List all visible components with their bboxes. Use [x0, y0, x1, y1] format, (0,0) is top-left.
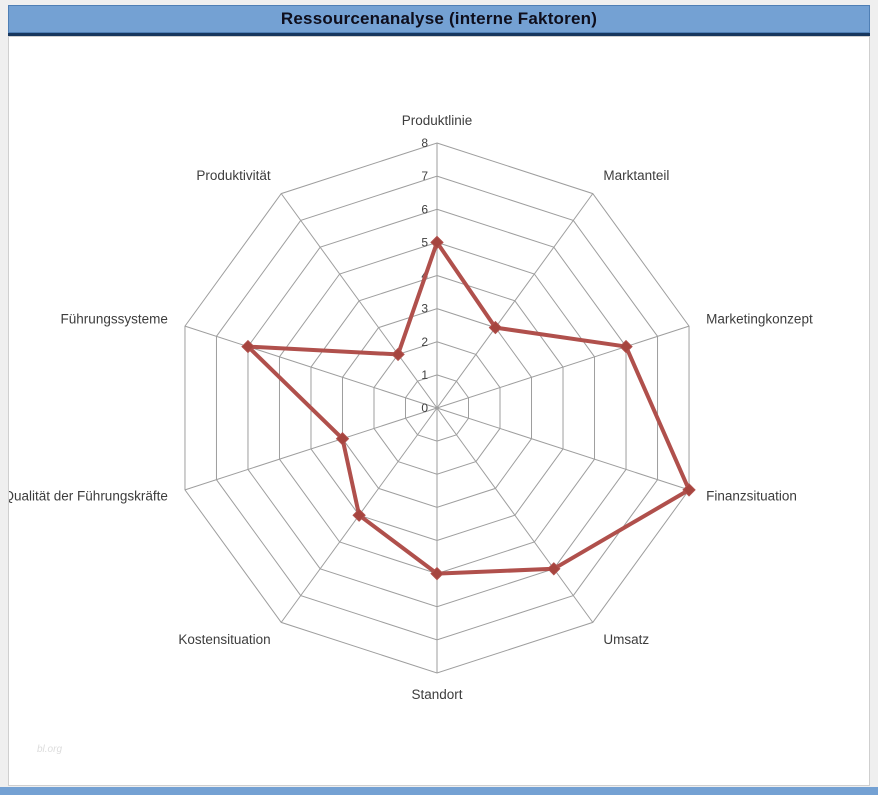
- radar-grid-ring: [373, 341, 501, 475]
- radar-category-label: Führungssysteme: [61, 311, 168, 326]
- radar-marker: [619, 339, 633, 354]
- radar-marker: [682, 483, 696, 497]
- radar-category-label: Produktlinie: [402, 113, 473, 128]
- radar-marker: [335, 432, 350, 446]
- radar-marker: [352, 508, 366, 522]
- radar-axis-tick-label: 6: [421, 202, 428, 216]
- title-underline: [8, 33, 870, 36]
- radar-grid-ring: [184, 142, 690, 674]
- radar-marker: [488, 320, 503, 335]
- chart-title: Ressourcenanalyse (interne Faktoren): [280, 9, 598, 28]
- radar-category-label: Marktanteil: [603, 168, 669, 183]
- radar-marker: [430, 235, 444, 250]
- radar-axis-tick-label: 5: [421, 235, 428, 249]
- radar-axis-tick-label: 2: [421, 335, 428, 349]
- radar-axis-tick-label: 1: [421, 368, 428, 382]
- radar-marker: [547, 562, 561, 576]
- radar-grid-ring: [247, 208, 627, 608]
- radar-grid-ring: [404, 374, 470, 442]
- radar-marker: [391, 347, 405, 362]
- radar-category-label: Umsatz: [603, 632, 649, 647]
- radar-chart-svg: 012345678ProduktlinieMarktanteilMarketin…: [9, 113, 813, 702]
- watermark: bl.org: [37, 744, 63, 755]
- radar-chart-panel: 0 1 2 3 4 5 6 7 8 Produktlinie Marktanteil Marketin…: [8, 36, 870, 786]
- bottom-bar: [0, 787, 878, 795]
- radar-axis-tick-label: 7: [421, 169, 428, 183]
- radar-category-label: Produktivität: [196, 168, 271, 183]
- radar-category-label: Qualität der Führungskräfte: [9, 489, 168, 504]
- radar-category-label: Finanzsituation: [706, 489, 797, 504]
- radar-axis-tick-label: 3: [421, 302, 428, 316]
- radar-category-label: Marketingkonzept: [706, 311, 813, 326]
- radar-grid-ring: [341, 308, 533, 508]
- radar-marker: [430, 566, 444, 581]
- radar-axis-tick-label: 0: [421, 401, 428, 415]
- radar-category-label: Standort: [411, 687, 462, 702]
- radar-marker: [241, 339, 255, 354]
- radar-axis-tick-label: 8: [421, 136, 428, 150]
- radar-category-label: Kostensituation: [178, 632, 270, 647]
- radar-grid-ring: [215, 175, 659, 641]
- radar-grid-ring: [310, 274, 564, 542]
- chart-title-bar: Ressourcenanalyse (interne Faktoren): [8, 5, 870, 33]
